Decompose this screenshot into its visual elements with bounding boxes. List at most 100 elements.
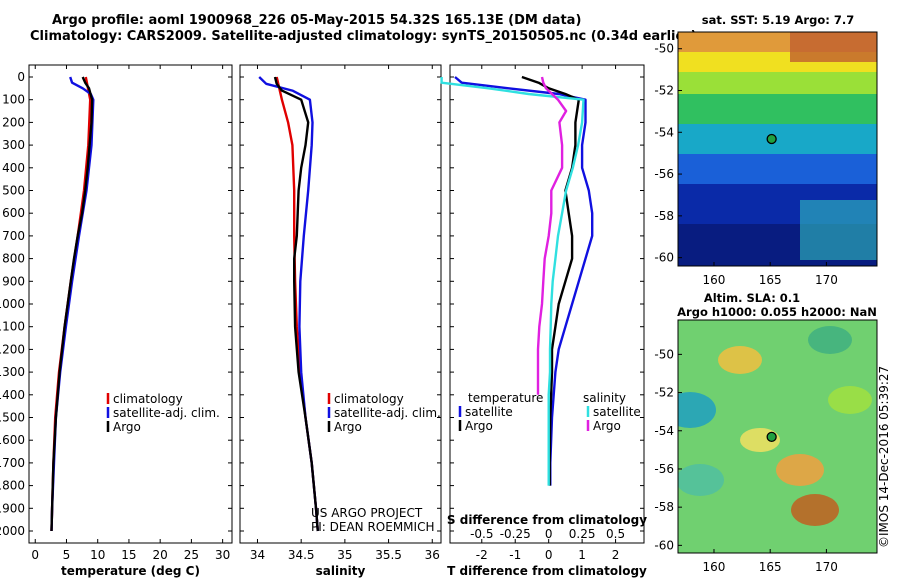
sla-blob [828, 386, 872, 414]
depth-tick-label: 900 [2, 274, 25, 288]
depth-tick-label: 1800 [0, 479, 25, 493]
title-line-2: Climatology: CARS2009. Satellite-adjuste… [30, 29, 697, 44]
depth-tick-label: 1400 [0, 388, 25, 402]
diff-legend-salinity: salinity [583, 391, 626, 405]
credit-line-1: US ARGO PROJECT [311, 506, 423, 520]
sal-plot-frame [239, 64, 442, 544]
depth-tick-label: 100 [2, 93, 25, 107]
sdiff-xtick-label: -0.5 [470, 527, 493, 541]
diff-series-sal-argo [536, 76, 568, 395]
sst-map-lat-label: -54 [654, 125, 674, 139]
sla-blob [718, 346, 762, 374]
sla-blob [791, 494, 839, 526]
sdiff-xtick-label: 0.25 [569, 527, 596, 541]
diff-legend-sal-argo: Argo [593, 419, 621, 433]
sst-band [678, 124, 877, 154]
tdiff-xtick-label: 1 [578, 548, 586, 562]
sst-map-lon-label: 170 [815, 273, 838, 287]
depth-tick-label: 0 [17, 70, 25, 84]
sst-map-lat-label: -52 [654, 84, 674, 98]
diff-legend-temp-sat: satellite [465, 405, 513, 419]
depth-tick-label: 1000 [0, 297, 25, 311]
sst-patch [800, 200, 877, 260]
sal-series-argo [273, 76, 319, 532]
temp-xtick-label: 0 [31, 548, 39, 562]
sla-map-lon-label: 160 [703, 560, 726, 574]
depth-tick-label: 1200 [0, 342, 25, 356]
depth-tick-label: 300 [2, 138, 25, 152]
tdiff-xtick-label: 0 [545, 548, 553, 562]
diff-series-temp-sat [454, 76, 594, 486]
temp-xtick-label: 25 [184, 548, 199, 562]
depth-tick-label: 600 [2, 206, 25, 220]
imos-stamp: ©IMOS 14-Dec-2016 05:39:27 [877, 366, 891, 548]
temp-xlabel: temperature (deg C) [61, 564, 200, 578]
sst-warm-patch [790, 32, 877, 62]
temp-series-argo [50, 76, 94, 532]
sst-band [678, 72, 877, 94]
sla-map [678, 320, 877, 553]
sst-map-title: sat. SST: 5.19 Argo: 7.7 [702, 13, 854, 27]
sdiff-xtick-label: -0.25 [500, 527, 531, 541]
tdiff-xtick-label: -2 [476, 548, 488, 562]
depth-tick-label: 500 [2, 184, 25, 198]
sal-xlabel: salinity [316, 564, 366, 578]
sla-map-lat-label: -58 [654, 500, 674, 514]
sal-xtick-label: 34.5 [288, 548, 315, 562]
sst-map-lat-label: -60 [654, 251, 674, 265]
temp-xtick-label: 20 [153, 548, 168, 562]
sla-map-float-marker [766, 431, 777, 443]
sst-map-lon-label: 165 [759, 273, 782, 287]
diff-legend-temp-argo: Argo [465, 419, 493, 433]
sdiff-xtick-label: 0.5 [606, 527, 625, 541]
diff-plot-frame [449, 64, 645, 544]
depth-tick-label: 1700 [0, 456, 25, 470]
diff-legend-sal-sat: satellite [593, 405, 641, 419]
sla-map-lon-label: 170 [815, 560, 838, 574]
sla-map-lat-label: -52 [654, 386, 674, 400]
sst-band [678, 94, 877, 124]
depth-tick-label: 700 [2, 229, 25, 243]
sst-map-lat-label: -58 [654, 209, 674, 223]
sst-band [678, 154, 877, 184]
temp-xtick-label: 5 [63, 548, 71, 562]
sal-legend-clim: climatology [334, 392, 404, 406]
sla-map-lat-label: -60 [654, 538, 674, 552]
tdiff-xtick-label: -1 [509, 548, 521, 562]
sla-blob [678, 464, 724, 496]
depth-tick-label: 1100 [0, 320, 25, 334]
sal-legend-sat: satellite-adj. clim. [334, 406, 441, 420]
sst-map-lat-label: -56 [654, 167, 674, 181]
sla-map-lat-label: -54 [654, 424, 674, 438]
sst-map [678, 32, 877, 266]
depth-tick-label: 200 [2, 115, 25, 129]
depth-tick-label: 1900 [0, 501, 25, 515]
depth-tick-label: 1600 [0, 433, 25, 447]
sdiff-xlabel: S difference from climatology [447, 513, 647, 527]
temp-plot-frame [28, 64, 233, 544]
temp-xtick-label: 10 [90, 548, 105, 562]
sla-map-lon-label: 165 [759, 560, 782, 574]
title-line-1: Argo profile: aoml 1900968_226 05-May-20… [52, 13, 582, 28]
sla-map-lat-label: -50 [654, 347, 674, 361]
tdiff-xtick-label: 2 [612, 548, 620, 562]
diff-legend-temperature: temperature [468, 391, 543, 405]
sst-map-frame [677, 31, 878, 267]
sla-blob [808, 326, 852, 354]
sal-xtick-label: 34 [250, 548, 265, 562]
temp-legend-clim: climatology [113, 392, 183, 406]
sla-map-title-2: Argo h1000: 0.055 h2000: NaN [677, 305, 877, 319]
sal-xtick-label: 35.5 [375, 548, 402, 562]
sdiff-xtick-label: 0 [545, 527, 553, 541]
temp-legend-argo: Argo [113, 420, 141, 434]
depth-tick-label: 400 [2, 161, 25, 175]
sal-legend-argo: Argo [334, 420, 362, 434]
tdiff-xlabel: T difference from climatology [447, 564, 647, 578]
diff-series-temp-argo [521, 75, 580, 486]
sal-xtick-label: 35 [337, 548, 352, 562]
sst-map-float-marker [766, 133, 777, 145]
depth-tick-label: 800 [2, 252, 25, 266]
temp-xtick-label: 15 [121, 548, 136, 562]
depth-tick-label: 1300 [0, 365, 25, 379]
